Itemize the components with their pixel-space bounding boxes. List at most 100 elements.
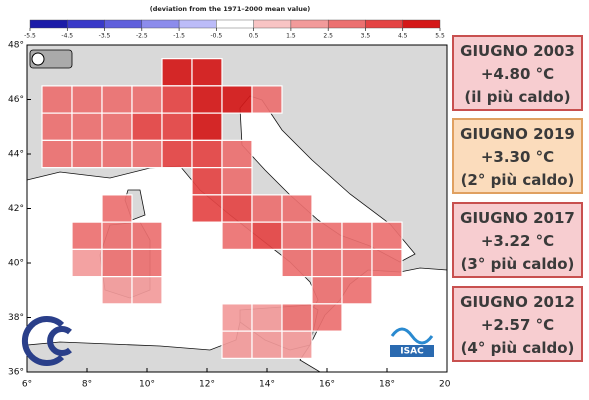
colorbar-tick-label: 2.5 bbox=[323, 33, 333, 40]
colorbar-segment bbox=[365, 19, 403, 29]
panel-note: (3° più caldo) bbox=[460, 255, 575, 273]
colorbar-tick-label: -4.5 bbox=[61, 33, 73, 40]
colorbar-tick-label: -0.5 bbox=[211, 33, 223, 40]
lat-tick-label: 42° bbox=[8, 204, 24, 214]
isac-logo: ISAC bbox=[390, 327, 434, 357]
grid-cell bbox=[341, 221, 373, 250]
grid-cell bbox=[221, 303, 253, 332]
lat-tick-label: 46° bbox=[8, 95, 24, 105]
panel-title: GIUGNO 2019 bbox=[460, 125, 575, 143]
panel-value: +2.57 °C bbox=[480, 316, 555, 334]
grid-cell bbox=[101, 221, 133, 250]
colorbar-tick-label: -1.5 bbox=[173, 33, 185, 40]
grid-cell bbox=[311, 248, 343, 278]
grid-cell bbox=[251, 194, 283, 223]
isac-label: ISAC bbox=[400, 347, 424, 357]
grid-cell bbox=[131, 112, 163, 141]
grid-cell bbox=[341, 248, 373, 278]
panel-note: (4° più caldo) bbox=[460, 339, 575, 357]
adriatic-sea bbox=[239, 95, 416, 263]
colorbar-segment bbox=[104, 19, 143, 29]
grid-cell bbox=[71, 112, 103, 141]
grid-cell bbox=[191, 194, 223, 223]
grid-cell bbox=[281, 194, 313, 223]
panel-note: (il più caldo) bbox=[464, 88, 571, 106]
grid-cell bbox=[311, 276, 343, 305]
lon-tick-label: 14° bbox=[259, 380, 275, 390]
lon-tick-label: 16° bbox=[319, 380, 335, 390]
grid-cell bbox=[161, 85, 193, 114]
colorbar-tick-label: 3.5 bbox=[361, 33, 371, 40]
colorbar-segment bbox=[178, 19, 217, 29]
grid-cell bbox=[71, 221, 103, 250]
grid-cell bbox=[251, 303, 283, 332]
grid-cell bbox=[281, 221, 313, 250]
lat-tick-label: 48° bbox=[8, 41, 24, 51]
grid-cell bbox=[161, 112, 193, 141]
grid-cell bbox=[161, 58, 193, 87]
grid-cell bbox=[371, 248, 403, 278]
grid-cell bbox=[251, 221, 283, 250]
colorbar: -5.5 -4.5 -3.5 -2.5 -1.5 -0.5 0.5 1.5 2.5 3.5 4.5 5… bbox=[24, 19, 445, 40]
lon-tick-label: 20° bbox=[439, 380, 450, 390]
lon-tick-label: 18° bbox=[379, 380, 395, 390]
grid-cell bbox=[101, 276, 133, 305]
cnr-arc bbox=[47, 326, 72, 356]
colorbar-tick-label: -3.5 bbox=[99, 33, 111, 40]
grid-cell bbox=[191, 85, 223, 114]
grid-cell bbox=[311, 303, 343, 332]
colorbar-tick-label: 0.5 bbox=[249, 33, 259, 40]
grid-cell bbox=[41, 139, 73, 169]
cc-icon bbox=[31, 52, 45, 66]
lon-tick-label: 6° bbox=[22, 380, 32, 390]
colorbar-tick-label: 4.5 bbox=[398, 33, 408, 40]
grid-cell bbox=[71, 85, 103, 114]
cc-badge bbox=[29, 49, 73, 69]
grid-cell bbox=[131, 248, 163, 278]
grid-cell bbox=[281, 248, 313, 278]
cnr-logo bbox=[21, 316, 72, 366]
grid-cell bbox=[101, 112, 133, 141]
grid-cell bbox=[101, 248, 133, 278]
grid-cell bbox=[221, 85, 253, 114]
grid-cell bbox=[71, 139, 103, 169]
panel-value: +4.80 °C bbox=[480, 65, 555, 83]
grid-cell bbox=[281, 303, 313, 332]
colorbar-tick-label: 5.5 bbox=[435, 33, 445, 40]
grid-cell bbox=[221, 221, 253, 250]
grid-cells bbox=[41, 58, 403, 359]
grid-cell bbox=[131, 221, 163, 250]
colorbar-tick-label: -2.5 bbox=[136, 33, 148, 40]
grid-cell bbox=[101, 139, 133, 169]
colorbar-segment bbox=[67, 19, 105, 29]
colorbar-segment bbox=[141, 19, 180, 29]
grid-cell bbox=[101, 194, 133, 223]
colorbar-segment bbox=[29, 19, 68, 29]
lat-tick-label: 44° bbox=[8, 150, 24, 160]
lon-tick-label: 10° bbox=[139, 380, 155, 390]
isac-box bbox=[390, 345, 434, 357]
grid-cell bbox=[131, 139, 163, 169]
record-panel: GIUGNO 2003 +4.80 °C (il più caldo) bbox=[452, 35, 583, 111]
panel-value: +3.22 °C bbox=[480, 232, 555, 250]
colorbar-segment bbox=[253, 19, 292, 29]
grid-cell bbox=[281, 330, 313, 359]
colorbar-tick-label: -5.5 bbox=[24, 33, 36, 40]
lon-tick-label: 12° bbox=[199, 380, 215, 390]
grid-cell bbox=[371, 221, 403, 250]
grid-cell bbox=[71, 248, 103, 278]
record-panel: GIUGNO 2012 +2.57 °C (4° più caldo) bbox=[452, 286, 583, 362]
grid-cell bbox=[191, 139, 223, 169]
grid-cell bbox=[221, 194, 253, 223]
grid-cell bbox=[221, 330, 253, 359]
grid-cell bbox=[251, 85, 283, 114]
panel-title: GIUGNO 2017 bbox=[460, 209, 575, 227]
grid-cell bbox=[191, 167, 223, 196]
grid-cell bbox=[341, 276, 373, 305]
grid-cell bbox=[161, 139, 193, 169]
panel-title: GIUGNO 2003 bbox=[460, 42, 575, 60]
grid-cell bbox=[221, 167, 253, 196]
grid-cell bbox=[221, 139, 253, 169]
colorbar-segment bbox=[216, 19, 254, 29]
panel-note: (2° più caldo) bbox=[460, 171, 575, 189]
